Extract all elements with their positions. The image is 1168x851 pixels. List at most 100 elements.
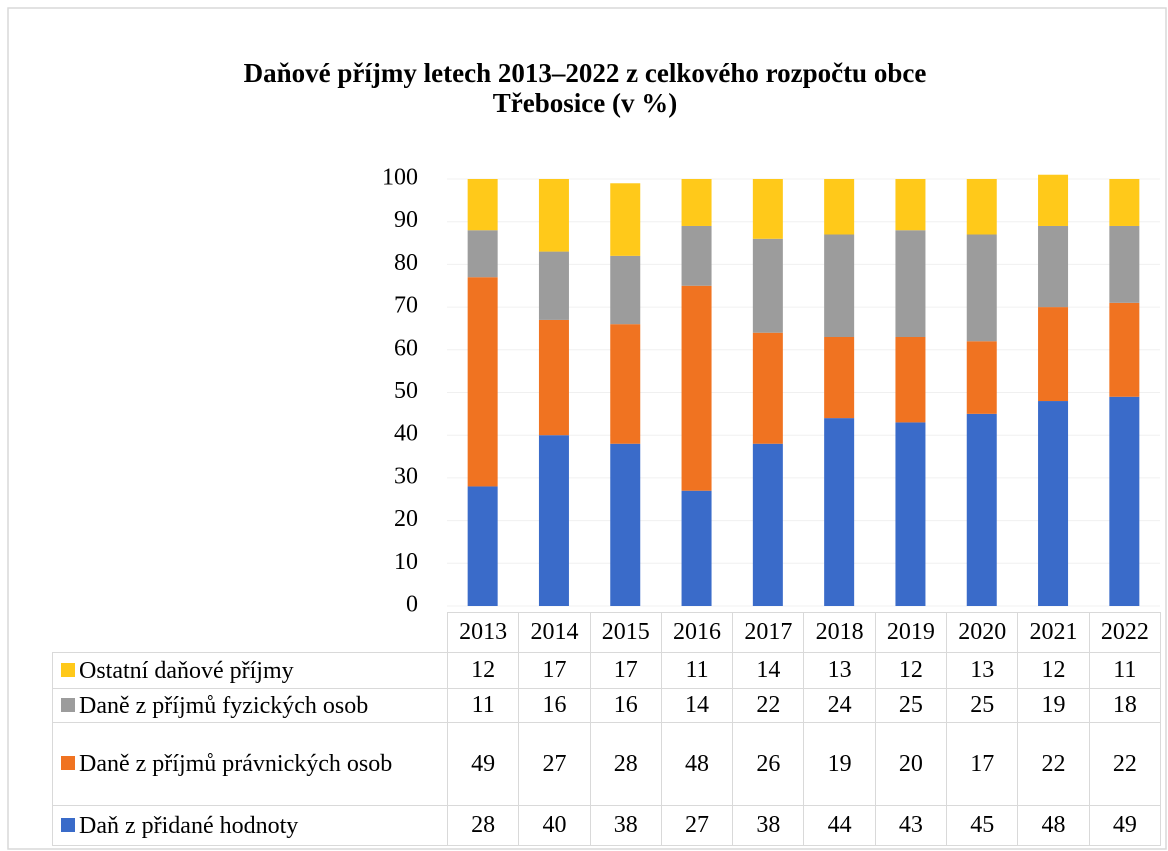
bar-segment [538, 179, 569, 252]
table-value: 12 [1017, 652, 1090, 689]
legend-key [61, 662, 75, 677]
legend-label: Daně z příjmů fyzických osob [79, 692, 369, 719]
y-tick-label: 30 [394, 463, 418, 489]
table-value: 49 [446, 722, 520, 806]
bar-segment [966, 413, 997, 606]
legend-key [61, 817, 75, 832]
table-value: 49 [1088, 805, 1161, 846]
table-value: 13 [946, 652, 1019, 689]
x-tick-label: 2021 [1017, 612, 1090, 653]
y-tick-label: 40 [394, 421, 418, 447]
bar-segment [1109, 179, 1140, 226]
y-tick-label: 20 [394, 506, 418, 532]
table-value: 40 [518, 805, 591, 846]
table-value: 22 [1017, 722, 1090, 806]
table-value: 43 [874, 805, 948, 846]
table-value: 11 [660, 652, 734, 689]
legend-key [61, 697, 75, 712]
table-value: 44 [803, 805, 876, 846]
x-tick-label: 2022 [1088, 612, 1161, 653]
table-value: 38 [732, 805, 805, 846]
header-row: 2013 2014 2015 2016 2017 2018 2019 2020 2021 2022 [52, 612, 1161, 653]
legend-key [61, 756, 75, 770]
table-value: 18 [1088, 688, 1161, 723]
bar-segment [895, 336, 926, 423]
bar-segment [1038, 225, 1069, 308]
bar-segment [752, 443, 783, 606]
y-tick-label: 10 [394, 549, 418, 575]
legend-entry: Ostatní daňové příjmy [52, 652, 448, 689]
bar-segment [966, 179, 997, 235]
chart-subtitle: Třebosice (v %) [493, 88, 677, 118]
bar-segment [966, 341, 997, 414]
bar-segment [1038, 174, 1069, 226]
bar-segment [610, 324, 641, 444]
table-value: 11 [446, 688, 520, 723]
x-tick-label: 2018 [803, 612, 876, 653]
chart-title: Daňové příjmy letech 2013–2022 z celkové… [244, 58, 927, 88]
y-tick-label: 90 [394, 207, 418, 233]
table-value: 22 [732, 688, 805, 723]
table-row: Daně z příjmů fyzických osob 11 16 16 14 22 24… [52, 688, 1161, 723]
bar-segment [1109, 396, 1140, 606]
chart-border [7, 7, 1167, 850]
y-tick-label: 100 [382, 165, 418, 191]
bar-segment [824, 179, 855, 235]
y-tick-label: 70 [394, 293, 418, 319]
bar-segment [610, 443, 641, 606]
corner [52, 612, 448, 653]
table-value: 16 [518, 688, 591, 723]
bar-segment [467, 486, 498, 606]
bar-segment [467, 179, 498, 231]
table-value: 28 [446, 805, 520, 846]
table-value: 14 [660, 688, 734, 723]
bar-segment [467, 277, 498, 487]
bar-segment [681, 285, 712, 491]
table-value: 27 [518, 722, 591, 806]
legend-entry: Daně z příjmů fyzických osob [52, 688, 448, 723]
table-value: 19 [803, 722, 876, 806]
bar-segment [1038, 401, 1069, 606]
table-value: 11 [1088, 652, 1161, 689]
bar-segment [895, 179, 926, 231]
table-value: 27 [660, 805, 734, 846]
legend-label: Ostatní daňové příjmy [79, 657, 294, 684]
table-value: 16 [589, 688, 662, 723]
table-value: 12 [874, 652, 948, 689]
table-row: Ostatní daňové příjmy 12 17 17 11 14 13 12 13 12 1… [52, 652, 1161, 689]
bar-segment [538, 435, 569, 606]
table-value: 26 [732, 722, 805, 806]
bar-segment [610, 183, 641, 256]
bar-segment [681, 490, 712, 606]
y-tick-label: 50 [394, 378, 418, 404]
bar-segment [824, 336, 855, 419]
x-tick-label: 2014 [518, 612, 591, 653]
x-tick-label: 2020 [946, 612, 1019, 653]
table-value: 13 [803, 652, 876, 689]
table-row: Daně z příjmů právnických osob 49 27 28 48 26… [52, 722, 1161, 806]
bar-segment [895, 230, 926, 337]
x-tick-label: 2013 [446, 612, 520, 653]
bar-segment [966, 234, 997, 342]
table-value: 45 [946, 805, 1019, 846]
bar-segment [681, 179, 712, 226]
table-row: Daň z přidané hodnoty 28 40 38 27 38 44 43 45 48 4… [52, 805, 1161, 846]
bar-segment [895, 422, 926, 606]
bar-segment [467, 230, 498, 278]
bar-segment [752, 238, 783, 333]
table-value: 25 [874, 688, 948, 723]
bar-segment [824, 234, 855, 337]
table-value: 20 [874, 722, 948, 806]
x-tick-label: 2016 [660, 612, 734, 653]
legend-label: Daně z příjmů právnických osob [79, 751, 393, 777]
legend-label: Daň z přidané hodnoty [79, 812, 299, 839]
table-value: 25 [946, 688, 1019, 723]
table-value: 17 [518, 652, 591, 689]
bar-segment [1109, 302, 1140, 397]
table-value: 38 [589, 805, 662, 846]
legend-entry: Daně z příjmů právnických osob [52, 722, 448, 806]
x-tick-label: 2019 [874, 612, 948, 653]
table-value: 24 [803, 688, 876, 723]
